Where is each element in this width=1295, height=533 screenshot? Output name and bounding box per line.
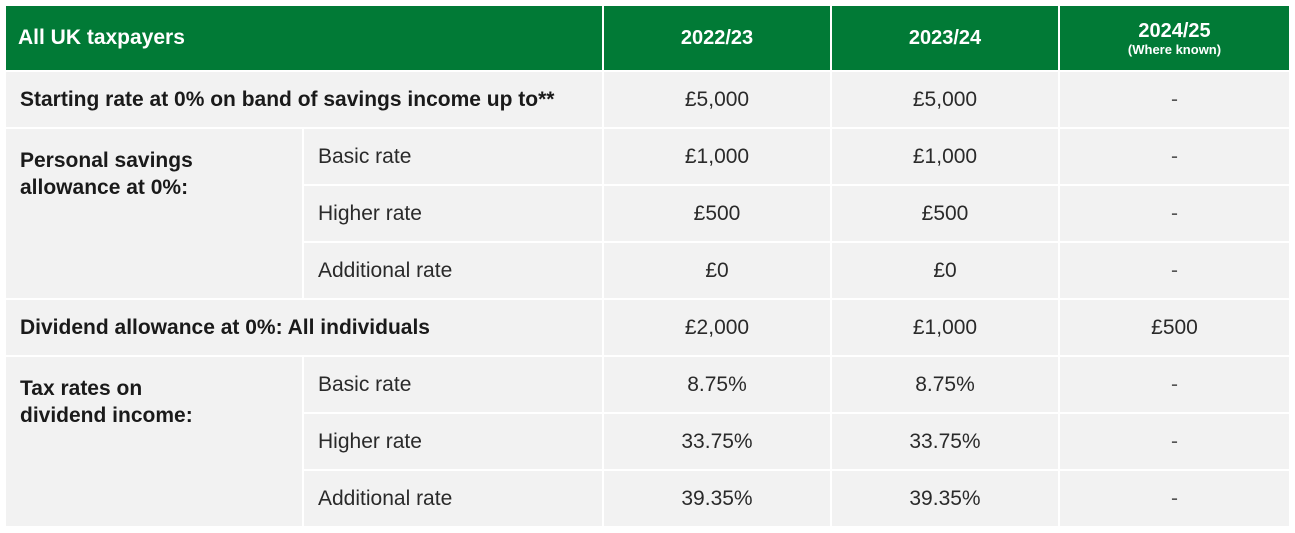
value-cell: £5,000 — [832, 70, 1060, 127]
dividend-rates-label: Tax rates on dividend income: — [6, 355, 304, 526]
group-label-line: Personal savings — [20, 149, 193, 172]
value-cell: £2,000 — [604, 298, 832, 355]
table-row: Tax rates on dividend income: Basic rate… — [6, 355, 1289, 526]
value-cell: - — [1060, 469, 1289, 526]
table-row: Higher rate £500 £500 - — [6, 184, 1289, 241]
value-cell: £0 — [832, 241, 1060, 298]
value-cell: - — [1060, 70, 1289, 127]
header-year-note: (Where known) — [1127, 41, 1222, 57]
value-cell: 39.35% — [832, 469, 1060, 526]
header-label: All UK taxpayers — [6, 6, 604, 70]
value-cell: - — [1060, 241, 1289, 298]
value-cell: - — [1060, 127, 1289, 184]
group-label-line: allowance at 0%: — [20, 176, 189, 199]
value-cell: £500 — [832, 184, 1060, 241]
value-cell: 8.75% — [604, 355, 832, 412]
value-cell: £1,000 — [604, 127, 832, 184]
value-cell: £1,000 — [832, 127, 1060, 184]
header-year-2023-24: 2023/24 — [832, 6, 1060, 70]
value-cell: £0 — [604, 241, 832, 298]
table-row: Starting rate at 0% on band of savings i… — [6, 70, 1289, 127]
savings-allowance-label: Personal savings allowance at 0%: — [6, 127, 304, 298]
sub-row-label: Basic rate — [304, 355, 604, 412]
table-row: Higher rate 33.75% 33.75% - — [6, 412, 1289, 469]
group-label-line: Tax rates on — [20, 377, 143, 400]
sub-row-label: Higher rate — [304, 184, 604, 241]
group-label-line: dividend income: — [20, 404, 193, 427]
header-year-2024-25: 2024/25 (Where known) — [1060, 6, 1289, 70]
table-row: Additional rate £0 £0 - — [6, 241, 1289, 298]
value-cell: - — [1060, 184, 1289, 241]
table-row: Additional rate 39.35% 39.35% - — [6, 469, 1289, 526]
table-header-row: All UK taxpayers 2022/23 2023/24 2024/25… — [6, 6, 1289, 70]
value-cell: £1,000 — [832, 298, 1060, 355]
table-row: Personal savings allowance at 0%: Basic … — [6, 127, 1289, 298]
starting-rate-label: Starting rate at 0% on band of savings i… — [6, 70, 604, 127]
value-cell: 33.75% — [832, 412, 1060, 469]
tax-rates-table: All UK taxpayers 2022/23 2023/24 2024/25… — [6, 6, 1289, 526]
sub-row-label: Additional rate — [304, 469, 604, 526]
value-cell: 8.75% — [832, 355, 1060, 412]
sub-row-label: Basic rate — [304, 127, 604, 184]
sub-row-label: Additional rate — [304, 241, 604, 298]
value-cell: £5,000 — [604, 70, 832, 127]
header-year-text: 2024/25 — [1138, 19, 1211, 42]
value-cell: - — [1060, 412, 1289, 469]
value-cell: £500 — [1060, 298, 1289, 355]
header-year-text: 2023/24 — [908, 27, 982, 49]
table-row: Dividend allowance at 0%: All individual… — [6, 298, 1289, 355]
value-cell: 39.35% — [604, 469, 832, 526]
value-cell: £500 — [604, 184, 832, 241]
value-cell: - — [1060, 355, 1289, 412]
dividend-allowance-label: Dividend allowance at 0%: All individual… — [6, 298, 604, 355]
header-year-text: 2022/23 — [680, 27, 754, 49]
sub-row-label: Higher rate — [304, 412, 604, 469]
value-cell: 33.75% — [604, 412, 832, 469]
header-year-2022-23: 2022/23 — [604, 6, 832, 70]
